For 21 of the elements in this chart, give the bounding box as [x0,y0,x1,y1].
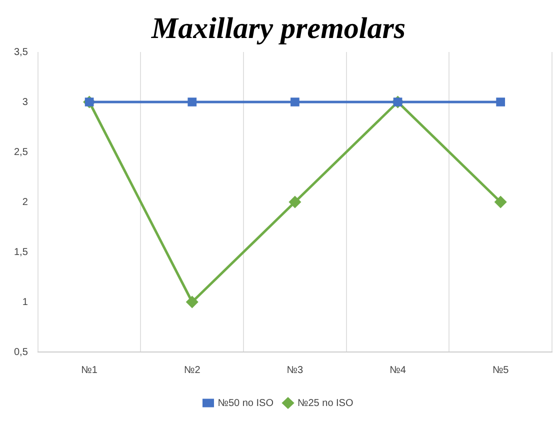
point [494,196,506,208]
legend-label: №25 no ISO [298,398,354,409]
point [186,296,198,308]
x-tick-label: №1 [81,364,98,376]
y-tick-label: 2 [22,196,28,208]
y-tick-label: 3,5 [14,46,28,58]
y-tick-label: 1,5 [14,246,28,258]
point [496,98,506,106]
y-tick-label: 2,5 [14,146,28,158]
y-tick-label: 1 [22,296,28,308]
point [188,98,197,106]
x-tick-label: №3 [286,364,304,376]
y-tick-label: 0,5 [14,346,28,358]
legend-label: №50 no ISO [218,398,274,409]
x-tick-label: №2 [184,364,201,376]
point [290,98,300,106]
y-tick-label: 3 [22,96,28,108]
point [289,196,301,208]
chart-title: Maxillary premolars [150,12,406,45]
x-tick-label: №4 [390,364,406,376]
x-tick-label: №5 [492,364,510,376]
